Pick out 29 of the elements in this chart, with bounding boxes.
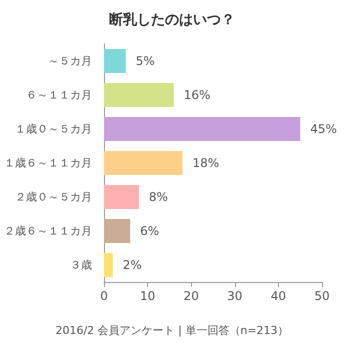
x-tick-label: 10 — [140, 289, 156, 303]
x-tick-label: 30 — [227, 289, 242, 303]
bar — [104, 253, 113, 277]
y-tick-label: ２歳６～１１カ月 — [4, 224, 92, 238]
x-tick-label: 20 — [184, 289, 199, 303]
data-label: 18% — [192, 156, 220, 170]
data-label: 6% — [140, 224, 160, 238]
data-label: 5% — [136, 54, 155, 68]
y-tick-label: ～５カ月 — [48, 54, 92, 68]
x-tick-label: 50 — [314, 289, 330, 303]
y-tick-label: ３歳 — [70, 258, 92, 272]
bar — [104, 185, 139, 209]
bar — [104, 219, 130, 243]
data-label: 2% — [122, 258, 142, 272]
data-label: 8% — [148, 190, 168, 204]
chart-title: 断乳したのはいつ？ — [109, 12, 235, 28]
y-tick-label: ２歳０～５カ月 — [15, 190, 92, 204]
bar — [104, 49, 126, 73]
y-tick-label: ６～１１カ月 — [26, 88, 92, 102]
text: 2016/2 会員アンケート | 単一回答（n=213） — [55, 324, 289, 337]
y-tick-label: １歳０～５カ月 — [15, 122, 92, 136]
data-label: 16% — [184, 88, 210, 102]
x-tick-label: 40 — [270, 289, 286, 303]
x-tick-label: 0 — [100, 289, 108, 303]
y-tick-label: １歳６～１１カ月 — [4, 156, 92, 170]
bar — [104, 151, 182, 175]
data-label: 45% — [310, 122, 337, 136]
bar — [104, 83, 174, 107]
bar — [104, 117, 300, 141]
